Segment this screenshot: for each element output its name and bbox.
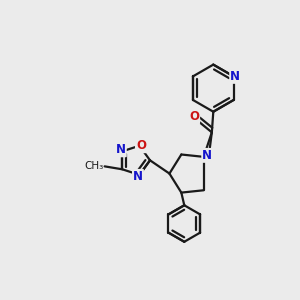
Text: O: O [136,139,146,152]
Text: N: N [116,143,126,156]
Text: O: O [189,110,199,123]
Text: N: N [202,149,212,162]
Text: CH₃: CH₃ [84,161,103,171]
Text: N: N [230,70,240,83]
Text: N: N [133,170,143,183]
